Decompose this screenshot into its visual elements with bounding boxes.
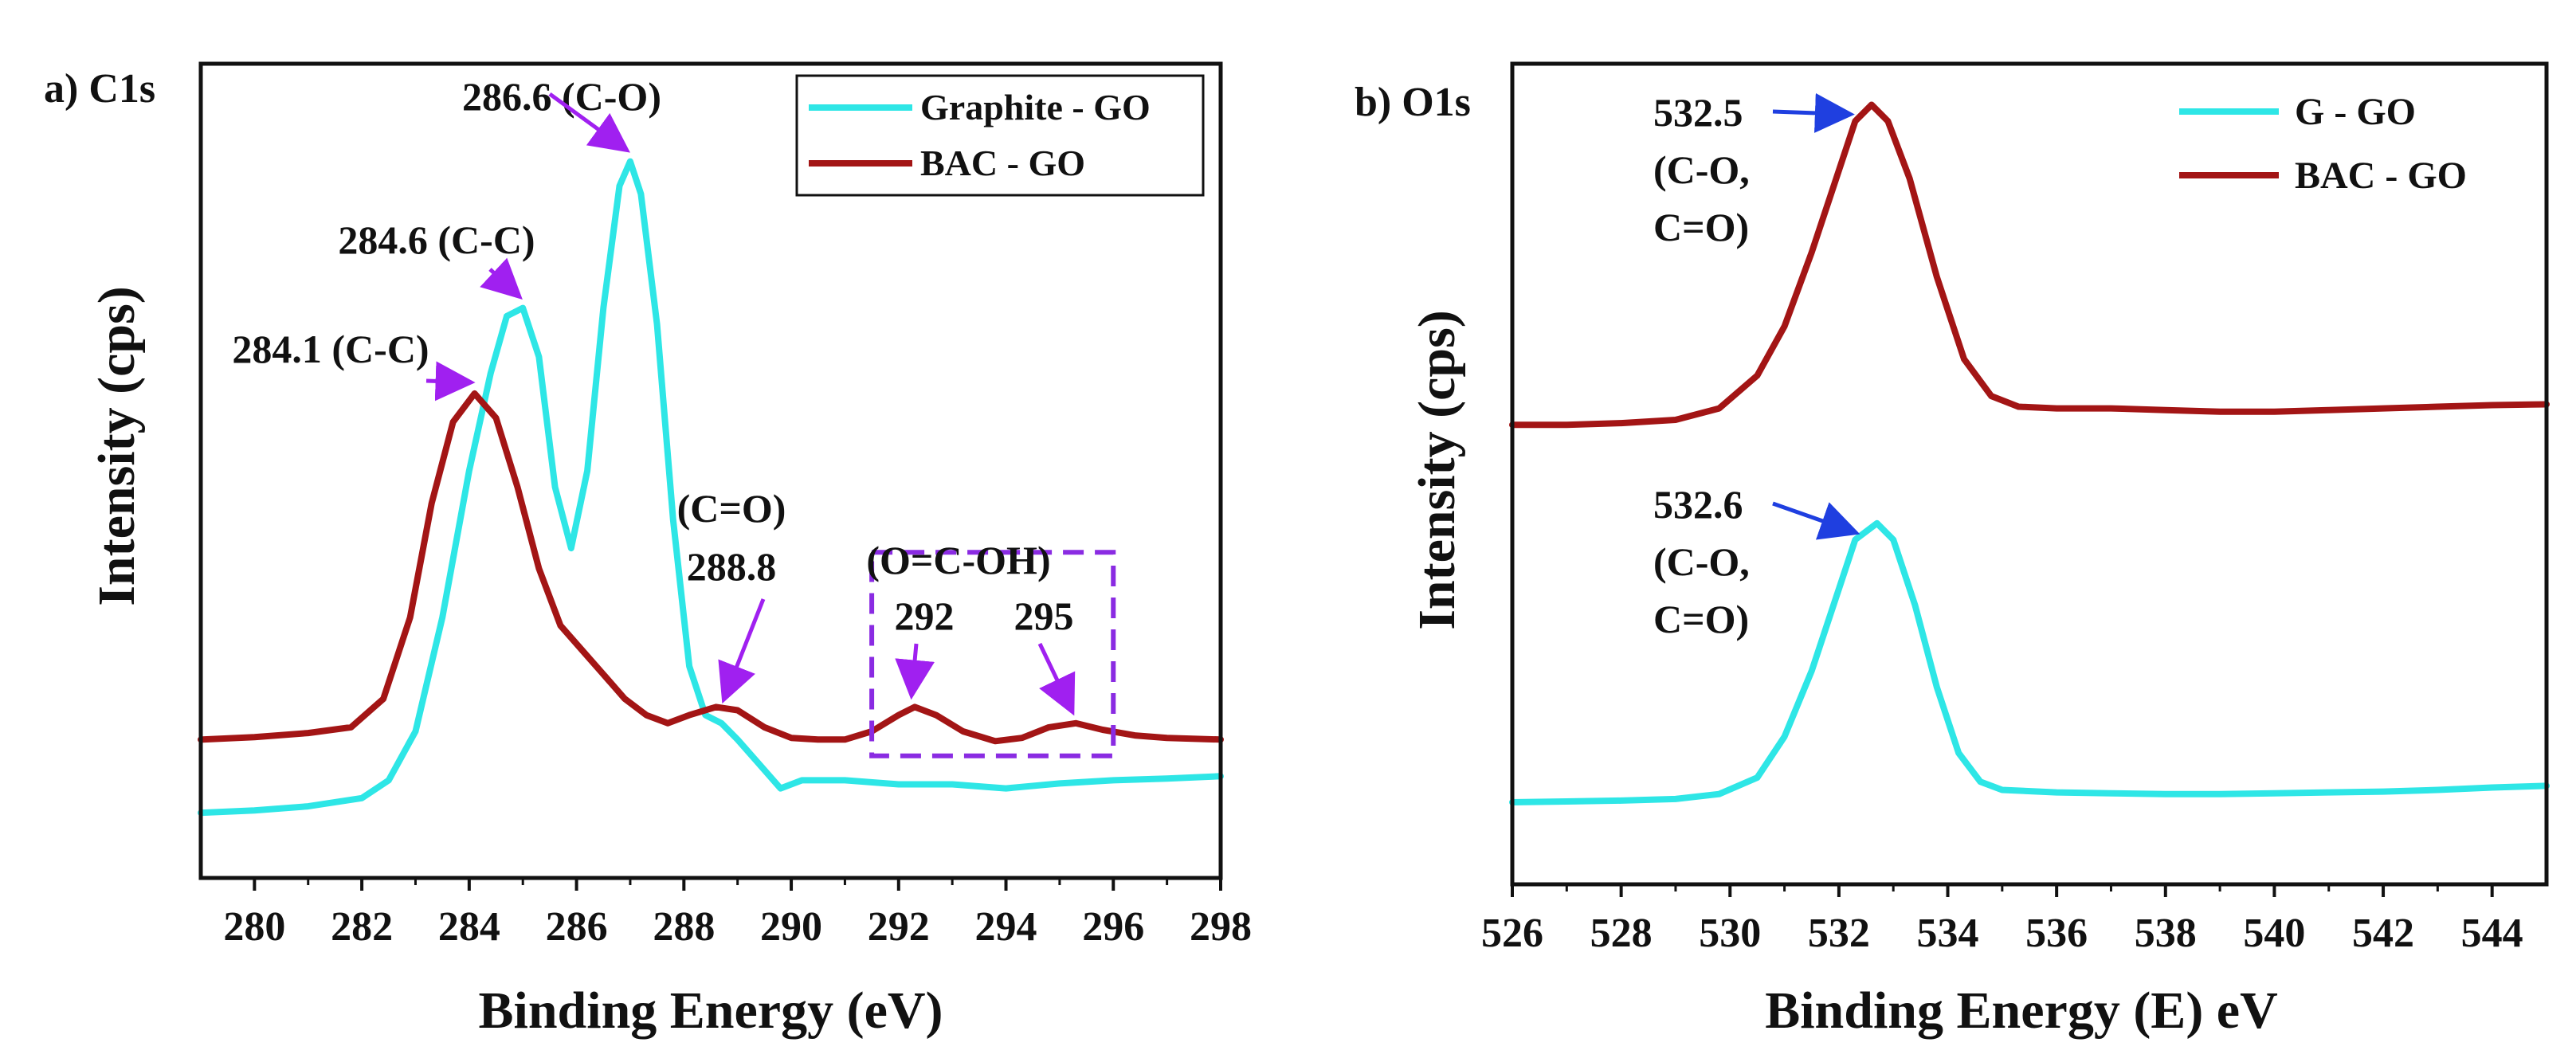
x-tick-label: 542: [2352, 911, 2414, 956]
x-tick-label: 544: [2461, 911, 2523, 956]
panel-a-c1s: a) C1s Intensity (cps) Binding Energy (e…: [44, 61, 1252, 1040]
x-tick-label: 282: [331, 904, 393, 950]
panel-a-xlabel: Binding Energy (eV): [478, 982, 943, 1040]
x-tick-label: 290: [760, 904, 822, 950]
series-line-graphite-go-a: [198, 158, 1224, 817]
series-line-bac-go-b: [1509, 101, 2550, 429]
annotation-g-go-line-0: 532.6: [1653, 482, 1743, 527]
annotation-295: 295: [1014, 594, 1074, 638]
x-tick-label: 532: [1808, 911, 1870, 956]
legend-label-g-go: G - GO: [2295, 91, 2416, 133]
x-tick-label: 530: [1699, 911, 1761, 956]
panel-b-xlabel: Binding Energy (E) eV: [1765, 982, 2278, 1040]
legend-box: [795, 74, 1205, 197]
x-tick-label: 536: [2025, 911, 2088, 956]
annotation-284-6-c-c: 284.6 (C-C): [338, 217, 535, 262]
annotation-284-1-c-c: 284.1 (C-C): [232, 327, 429, 371]
annotation-arrow-292: [895, 643, 935, 700]
annotation-c-eq-o: (C=O): [677, 486, 786, 531]
annotation-o-eq-c-oh: (O=C-OH): [866, 538, 1050, 582]
annotation-arrow-286-6: [548, 92, 630, 153]
panel-a-ylabel: Intensity (cps): [88, 286, 146, 606]
annotation-arrow-288-8: [718, 598, 766, 704]
x-tick-label: 294: [975, 904, 1037, 950]
x-tick-label: 288: [653, 904, 715, 950]
panel-b-label: b) O1s: [1355, 80, 1471, 125]
legend-label-bac-go: BAC - GO: [920, 143, 1085, 183]
x-tick-label: 534: [1917, 911, 1979, 956]
panel-b-series: [1509, 101, 2550, 805]
panel-b-ylabel: Intensity (cps): [1408, 310, 1466, 630]
panel-a-x-ticks: 280 282 284 286 288 290 292 294 296 298: [223, 878, 1252, 950]
x-tick-label: 526: [1481, 911, 1543, 956]
x-tick-label: 296: [1082, 904, 1144, 950]
panel-a-legend: Graphite - GO BAC - GO: [795, 74, 1205, 197]
panel-a-series: [198, 158, 1224, 817]
annotation-bac-go-line-1: (C-O,: [1653, 147, 1750, 192]
series-line-g-go-b: [1509, 519, 2550, 805]
annotation-292: 292: [895, 594, 955, 638]
panel-b-frame: [1510, 61, 2549, 887]
series-line-bac-go-a: [198, 390, 1224, 745]
annotation-arrow-295: [1037, 642, 1076, 716]
panel-b-annotations: 532.5 (C-O, C=O) 532.6 (C-O, C=O): [1653, 90, 1860, 641]
panel-a-label: a) C1s: [44, 66, 155, 112]
panel-a-frame: [198, 61, 1223, 880]
annotation-288-8: 288.8: [687, 544, 777, 589]
annotation-286-6-c-o: 286.6 (C-O): [462, 74, 661, 119]
x-tick-label: 292: [868, 904, 930, 950]
panel-a-annotations: 286.6 (C-O) 284.6 (C-C) 284.1 (C-C) (C=O) 28…: [232, 74, 1076, 716]
annotation-arrow-bac-go: [1772, 92, 1855, 133]
x-tick-label: 538: [2135, 911, 2197, 956]
annotation-g-go-line-1: (C-O,: [1653, 539, 1750, 584]
annotation-arrow-284-6: [480, 257, 523, 300]
x-tick-label: 298: [1190, 904, 1252, 950]
panel-b-x-ticks: 526 528 530 532 534 536 538 540 542 544: [1481, 884, 2523, 956]
panel-b-legend: G - GO BAC - GO: [2179, 91, 2467, 197]
annotation-arrow-284-1: [425, 361, 476, 402]
panel-b-o1s: b) O1s Intensity (cps) Binding Energy (E…: [1355, 61, 2550, 1040]
x-tick-label: 528: [1590, 911, 1653, 956]
x-tick-label: 540: [2243, 911, 2305, 956]
annotation-bac-go-line-2: C=O): [1653, 205, 1749, 249]
x-tick-label: 280: [223, 904, 285, 950]
x-tick-label: 286: [546, 904, 608, 950]
annotation-arrow-g-go: [1772, 501, 1860, 540]
legend-label-bac-go-b: BAC - GO: [2295, 155, 2467, 197]
annotation-bac-go-line-0: 532.5: [1653, 90, 1743, 135]
annotation-g-go-line-2: C=O): [1653, 597, 1749, 641]
x-tick-label: 284: [438, 904, 500, 950]
legend-label-graphite-go: Graphite - GO: [920, 87, 1151, 127]
